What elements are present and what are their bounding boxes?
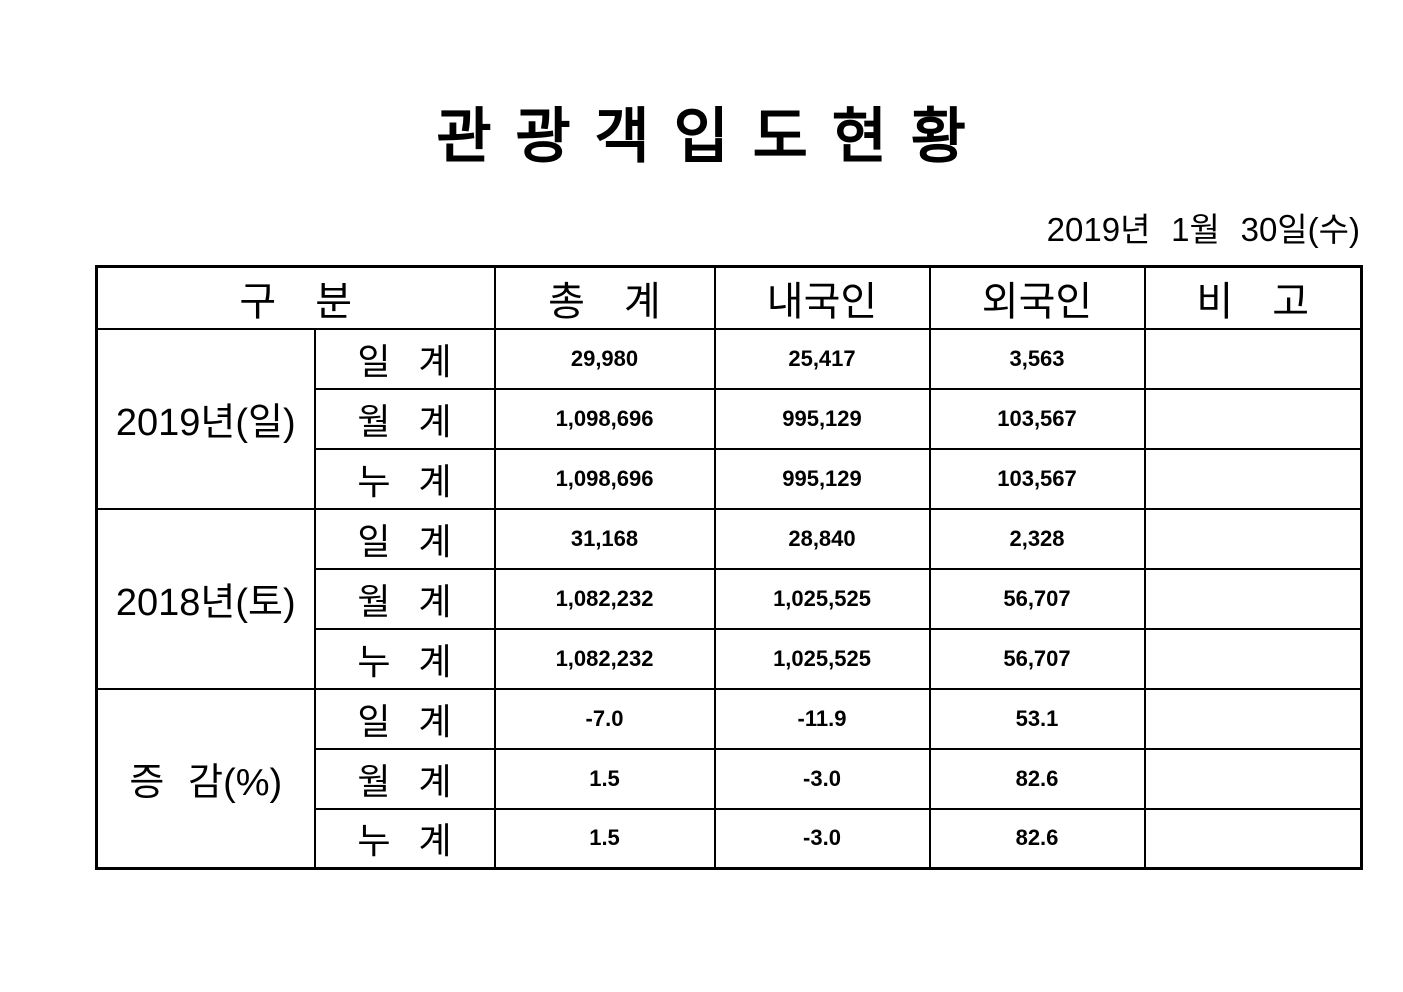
value-cell-total: 31,168 — [493, 507, 716, 570]
value-cell-foreign: 53.1 — [928, 687, 1146, 750]
column-header-domestic: 내국인 — [713, 265, 931, 330]
column-header-category: 구 분 — [95, 265, 496, 330]
value-cell-domestic: 995,129 — [713, 447, 931, 510]
table-row: 누 계 1.5 -3.0 82.6 — [97, 807, 1363, 870]
value-cell-total: 1.5 — [493, 807, 716, 870]
row-label-cell: 월 계 — [313, 387, 496, 450]
row-label-cell: 누 계 — [313, 807, 496, 870]
column-header-foreign: 외국인 — [928, 265, 1146, 330]
tourist-arrivals-table: 구 분 총 계 내국인 외국인 비 고 2019년(일) 일 계 29,980 … — [95, 265, 1363, 870]
value-cell-foreign: 82.6 — [928, 747, 1146, 810]
value-cell-domestic: 1,025,525 — [713, 567, 931, 630]
row-label-cell: 일 계 — [313, 687, 496, 750]
value-cell-domestic: 1,025,525 — [713, 627, 931, 690]
row-label-cell: 일 계 — [313, 507, 496, 570]
value-cell-total: -7.0 — [493, 687, 716, 750]
table-row: 증 감(%) 일 계 -7.0 -11.9 53.1 — [95, 687, 1363, 870]
value-cell-foreign: 103,567 — [928, 447, 1146, 510]
value-cell-total: 1,098,696 — [493, 447, 716, 510]
value-cell-domestic: -3.0 — [713, 747, 931, 810]
table-row: 2019년(일) 일 계 29,980 25,417 3,563 — [95, 327, 1363, 510]
document-title: 관 광 객 입 도 현 황 — [436, 103, 967, 170]
value-cell-foreign: 56,707 — [928, 567, 1146, 630]
table-row: 누 계 1,082,232 1,025,525 56,707 — [97, 627, 1363, 690]
value-cell-total: 1,082,232 — [493, 627, 716, 690]
remark-cell — [1143, 807, 1363, 870]
remark-cell — [1143, 447, 1363, 510]
value-cell-domestic: 25,417 — [713, 327, 931, 390]
table-row: 월 계 1.5 -3.0 82.6 — [97, 747, 1363, 810]
remark-cell — [1143, 387, 1363, 450]
group-label-2019: 2019년(일) — [95, 327, 316, 510]
value-cell-foreign: 103,567 — [928, 387, 1146, 450]
report-date: 2019년 1월 30일(수) — [1046, 211, 1360, 248]
row-label-cell: 누 계 — [313, 627, 496, 690]
value-cell-foreign: 82.6 — [928, 807, 1146, 870]
remark-cell — [1143, 507, 1363, 570]
remark-cell — [1143, 627, 1363, 690]
row-label-cell: 월 계 — [313, 747, 496, 810]
column-header-remarks: 비 고 — [1143, 265, 1363, 330]
value-cell-total: 1,082,232 — [493, 567, 716, 630]
column-header-total: 총 계 — [493, 265, 716, 330]
table-header-row: 구 분 총 계 내국인 외국인 비 고 — [95, 265, 1363, 330]
remark-cell — [1143, 567, 1363, 630]
group-label-2018: 2018년(토) — [95, 507, 316, 690]
remark-cell — [1143, 747, 1363, 810]
table-row: 2018년(토) 일 계 31,168 28,840 2,328 — [95, 507, 1363, 690]
value-cell-foreign: 3,563 — [928, 327, 1146, 390]
value-cell-domestic: -11.9 — [713, 687, 931, 750]
row-label-cell: 월 계 — [313, 567, 496, 630]
value-cell-total: 1,098,696 — [493, 387, 716, 450]
row-label-cell: 일 계 — [313, 327, 496, 390]
value-cell-foreign: 56,707 — [928, 627, 1146, 690]
value-cell-foreign: 2,328 — [928, 507, 1146, 570]
value-cell-total: 1.5 — [493, 747, 716, 810]
table-row: 누 계 1,098,696 995,129 103,567 — [97, 447, 1363, 510]
table-row: 월 계 1,082,232 1,025,525 56,707 — [97, 567, 1363, 630]
table-row: 월 계 1,098,696 995,129 103,567 — [97, 387, 1363, 450]
value-cell-total: 29,980 — [493, 327, 716, 390]
remark-cell — [1143, 327, 1363, 390]
value-cell-domestic: -3.0 — [713, 807, 931, 870]
row-label-cell: 누 계 — [313, 447, 496, 510]
value-cell-domestic: 28,840 — [713, 507, 931, 570]
value-cell-domestic: 995,129 — [713, 387, 931, 450]
group-label-change-pct: 증 감(%) — [95, 687, 316, 870]
remark-cell — [1143, 687, 1363, 750]
